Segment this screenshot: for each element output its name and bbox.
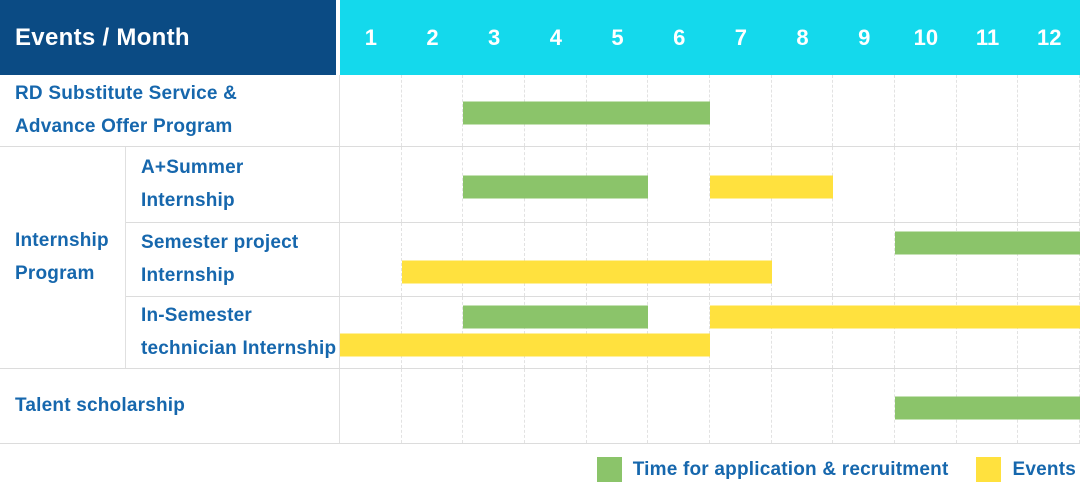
grid-cell: [340, 223, 402, 296]
bar-recruitment: [463, 305, 649, 329]
grid-cell: [833, 223, 896, 296]
month-label-6: 6: [673, 24, 686, 50]
grid-cell: [957, 147, 1019, 222]
row-timeline: [340, 147, 1080, 222]
row-timeline: [340, 369, 1080, 443]
grid-cell: [525, 223, 587, 296]
grid-cell: [587, 297, 649, 368]
row-label: A+Summer Internship: [126, 147, 340, 222]
month-label-2: 2: [426, 24, 439, 50]
month-label-11: 11: [975, 24, 1000, 50]
legend-label-events: Events: [1012, 458, 1076, 480]
legend-label-recruitment: Time for application & recruitment: [632, 458, 949, 480]
row-rd-substitute-service: RD Substitute Service & Advance Offer Pr…: [0, 75, 1080, 147]
month-label-8: 8: [796, 24, 809, 50]
month-header-strip: 1 2 3 4 5 6 7 8 9 10 11 12: [340, 0, 1080, 75]
grid-cell: [957, 75, 1019, 146]
grid-cell: [957, 223, 1019, 296]
header-row: Events / Month 1 2 3 4 5 6 7 8 9 10 11 1…: [0, 0, 1080, 75]
row-label: Semester project Internship: [126, 223, 340, 296]
legend-item-recruitment: Time for application & recruitment: [596, 457, 949, 482]
month-label-5: 5: [611, 24, 624, 50]
grid-cell: [772, 75, 834, 146]
bar-recruitment: [463, 175, 649, 199]
month-label-4: 4: [549, 24, 562, 50]
month-label-7: 7: [734, 24, 747, 50]
header-title: Events / Month: [0, 0, 336, 75]
grid-cell: [957, 297, 1019, 368]
grid-cell: [340, 147, 402, 222]
grid-cell: [340, 75, 402, 146]
events-month-table: Events / Month 1 2 3 4 5 6 7 8 9 10 11 1…: [0, 0, 1080, 444]
grid-cell: [895, 75, 957, 146]
grid-cell: [648, 369, 711, 443]
grid-cell: [648, 297, 711, 368]
row-timeline: [340, 223, 1080, 296]
bar-events: [710, 305, 1080, 329]
grid-cell: [402, 297, 464, 368]
row-semester-project-internship: Semester project Internship: [126, 222, 1080, 296]
legend-item-events: Events: [976, 457, 1076, 482]
grid-cell: [402, 75, 464, 146]
month-label-9: 9: [858, 24, 871, 50]
legend: Time for application & recruitment Event…: [596, 457, 1076, 482]
recruitment-swatch-icon: [596, 457, 622, 482]
grid-cell: [833, 297, 896, 368]
bar-recruitment: [895, 231, 1080, 255]
grid-cell: [710, 75, 772, 146]
grid-cell: [525, 297, 587, 368]
month-label-12: 12: [1036, 24, 1062, 50]
grid-cell: [710, 369, 772, 443]
events-swatch-icon: [976, 457, 1002, 482]
grid-cell: [833, 75, 896, 146]
internship-program-group: Internship Program A+Summer Internship S…: [0, 147, 1080, 369]
grid-cell: [340, 297, 402, 368]
internship-program-subrows: A+Summer Internship Semester project Int…: [126, 147, 1080, 368]
grid-cell: [833, 147, 896, 222]
grid-cell: [833, 369, 896, 443]
grid-cell: [895, 297, 957, 368]
grid-cell: [587, 369, 649, 443]
row-a-summer-internship: A+Summer Internship: [126, 147, 1080, 222]
grid-cell: [772, 223, 834, 296]
grid-cell: [402, 369, 464, 443]
bar-events: [401, 260, 772, 284]
row-label: Talent scholarship: [0, 369, 340, 443]
grid-cell: [710, 223, 772, 296]
grid-cell: [648, 223, 711, 296]
grid-cell: [402, 223, 464, 296]
month-label-3: 3: [488, 24, 501, 50]
grid-cell: [1018, 147, 1080, 222]
grid-cell: [525, 369, 587, 443]
grid-cell: [895, 147, 957, 222]
grid-cell: [463, 369, 526, 443]
row-in-semester-technician-internship: In-Semester technician Internship: [126, 296, 1080, 368]
row-timeline: [340, 297, 1080, 368]
header-divider: [336, 0, 340, 75]
grid-cell: [402, 147, 464, 222]
grid-cell: [463, 223, 526, 296]
bar-recruitment: [895, 396, 1080, 420]
bar-events: [710, 175, 834, 199]
grid-cell: [1018, 75, 1080, 146]
row-timeline: [340, 75, 1080, 146]
grid-cell: [710, 297, 772, 368]
grid-cell: [340, 369, 402, 443]
row-talent-scholarship: Talent scholarship: [0, 369, 1080, 444]
grid-cell: [895, 223, 957, 296]
group-label: Internship Program: [0, 147, 126, 368]
grid-cell: [648, 147, 711, 222]
month-label-10: 10: [913, 24, 939, 50]
grid-cell: [463, 297, 526, 368]
grid-cell: [587, 223, 649, 296]
row-label: RD Substitute Service & Advance Offer Pr…: [0, 75, 340, 146]
row-label: In-Semester technician Internship: [126, 297, 340, 368]
grid-cell: [772, 369, 834, 443]
month-label-1: 1: [364, 24, 377, 50]
grid-cell: [772, 297, 834, 368]
bar-recruitment: [463, 101, 710, 125]
bar-events: [340, 333, 710, 357]
